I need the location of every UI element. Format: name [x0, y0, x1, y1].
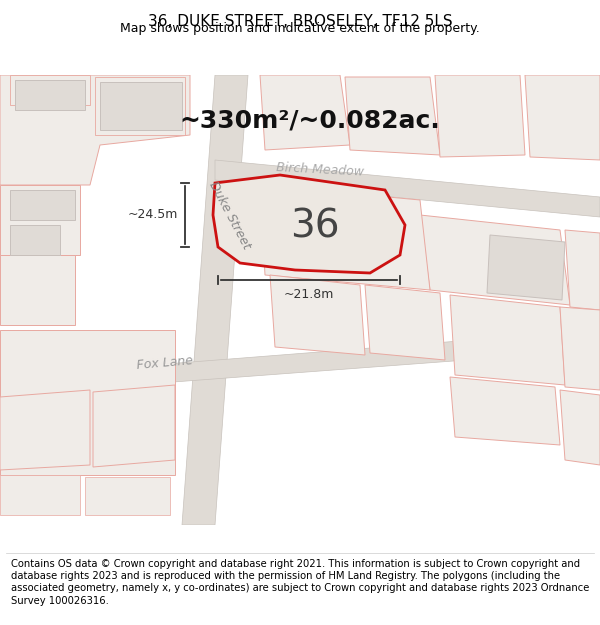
Polygon shape — [100, 82, 182, 130]
Polygon shape — [420, 215, 570, 305]
Text: 36, DUKE STREET, BROSELEY, TF12 5LS: 36, DUKE STREET, BROSELEY, TF12 5LS — [148, 14, 452, 29]
Polygon shape — [0, 330, 175, 475]
Polygon shape — [0, 330, 600, 395]
Polygon shape — [213, 175, 405, 273]
Polygon shape — [525, 75, 600, 160]
Polygon shape — [450, 377, 560, 445]
Text: 36: 36 — [290, 208, 340, 246]
Polygon shape — [487, 235, 565, 300]
Text: ~21.8m: ~21.8m — [284, 288, 334, 301]
Polygon shape — [0, 75, 190, 185]
Polygon shape — [15, 80, 85, 110]
Polygon shape — [85, 477, 170, 515]
Polygon shape — [565, 230, 600, 310]
Text: ~330m²/~0.082ac.: ~330m²/~0.082ac. — [179, 108, 440, 132]
Polygon shape — [450, 295, 565, 385]
Polygon shape — [560, 307, 600, 390]
Text: Fox Lane: Fox Lane — [136, 354, 194, 372]
Polygon shape — [435, 75, 525, 157]
Polygon shape — [0, 185, 80, 255]
Polygon shape — [95, 77, 185, 135]
Polygon shape — [10, 75, 90, 105]
Polygon shape — [10, 190, 75, 220]
Text: Duke Street: Duke Street — [207, 179, 253, 251]
Polygon shape — [10, 225, 60, 255]
Polygon shape — [345, 77, 440, 155]
Text: ~24.5m: ~24.5m — [128, 209, 178, 221]
Polygon shape — [215, 160, 600, 217]
Polygon shape — [260, 75, 350, 150]
Text: Map shows position and indicative extent of the property.: Map shows position and indicative extent… — [120, 22, 480, 35]
Polygon shape — [182, 75, 248, 525]
Polygon shape — [0, 255, 75, 325]
Text: Contains OS data © Crown copyright and database right 2021. This information is : Contains OS data © Crown copyright and d… — [11, 559, 589, 606]
Polygon shape — [0, 475, 80, 515]
Polygon shape — [0, 390, 90, 470]
Polygon shape — [93, 385, 175, 467]
Polygon shape — [560, 390, 600, 465]
Polygon shape — [260, 185, 430, 290]
Polygon shape — [365, 285, 445, 360]
Polygon shape — [263, 205, 360, 260]
Polygon shape — [270, 275, 365, 355]
Text: Birch Meadow: Birch Meadow — [276, 161, 364, 179]
